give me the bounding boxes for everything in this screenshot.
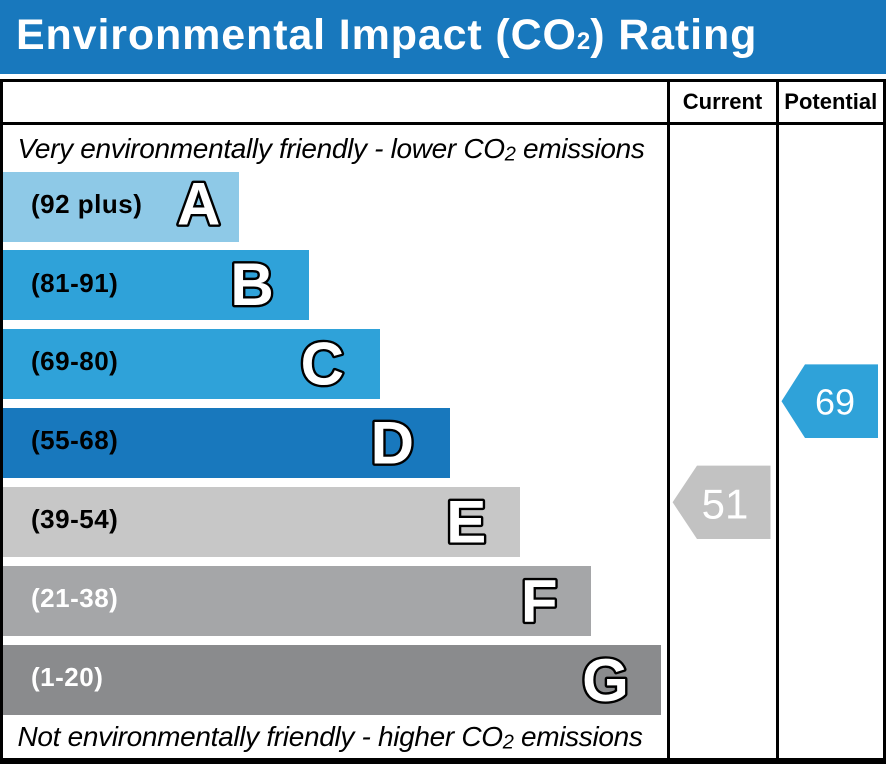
- svg-text:B: B: [230, 251, 273, 318]
- svg-text:E: E: [446, 489, 486, 556]
- svg-text:C: C: [301, 331, 344, 398]
- svg-text:A: A: [177, 171, 220, 238]
- svg-text:F: F: [521, 567, 558, 634]
- svg-text:D: D: [371, 410, 414, 477]
- svg-text:69: 69: [815, 381, 855, 422]
- svg-text:G: G: [582, 647, 629, 714]
- svg-text:51: 51: [702, 481, 749, 528]
